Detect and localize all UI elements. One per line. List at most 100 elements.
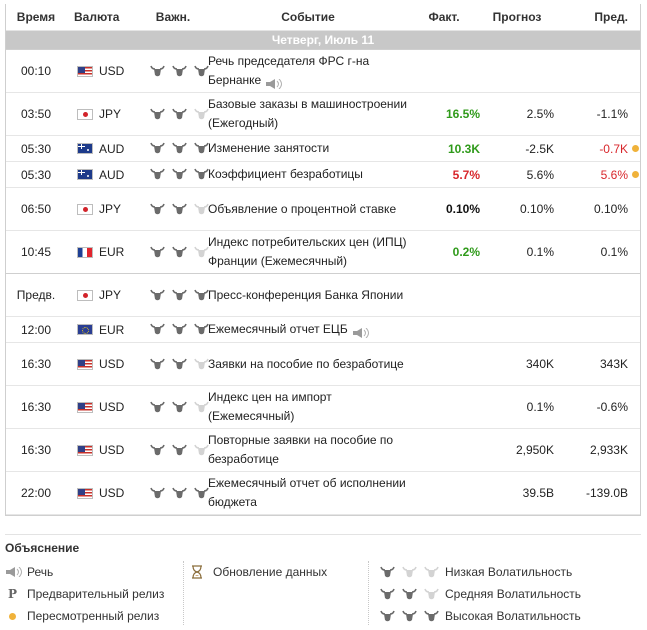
event-title[interactable]: Ежемесячный отчет об исполнении бюджета xyxy=(208,476,406,509)
bull-icon-inactive xyxy=(194,203,209,216)
currency-code: JPY xyxy=(99,288,122,302)
table-row[interactable]: 03:50 JPY Базовые заказы в машиностроении … xyxy=(6,93,640,136)
event-previous: 5.6% xyxy=(600,167,628,182)
event-title-cell: Индекс цен на импорт (Ежемесячный) xyxy=(208,388,408,426)
col-time-header[interactable]: Время xyxy=(16,10,56,24)
event-importance xyxy=(138,246,209,259)
legend-title: Объяснение xyxy=(5,541,80,555)
event-importance xyxy=(138,323,209,336)
bull-icon-active xyxy=(150,203,165,216)
col-importance-header[interactable]: Важн. xyxy=(155,10,191,24)
bull-icon-active xyxy=(150,246,165,259)
bull-icon-inactive xyxy=(194,108,209,121)
currency-code: EUR xyxy=(99,322,125,337)
bull-icon-active xyxy=(172,289,187,302)
event-currency: EUR xyxy=(66,323,138,337)
event-title[interactable]: Объявление о процентной ставке xyxy=(208,201,397,216)
event-currency: USD xyxy=(66,486,138,500)
event-forecast: 5.6% xyxy=(526,167,554,182)
event-forecast: 340K xyxy=(525,357,554,371)
table-row[interactable]: 06:50 JPY Объявление о процентной ставке 0.… xyxy=(6,188,640,231)
table-row[interactable]: 05:30 AUD Коэффициент безработицы 5.7% 5.6% 5… xyxy=(6,162,640,188)
currency-code: USD xyxy=(99,64,125,78)
currency-code: USD xyxy=(99,486,125,500)
high-volatility-bulls-icon xyxy=(380,610,445,623)
flag-us-icon xyxy=(77,444,93,456)
legend-revised: Пересмотренный релиз xyxy=(5,605,164,627)
currency-code: USD xyxy=(99,443,125,457)
bull-icon-inactive xyxy=(194,246,209,259)
col-actual-header[interactable]: Факт. xyxy=(428,10,460,24)
table-row[interactable]: 22:00 USD Ежемесячный отчет об исполнении … xyxy=(6,472,640,515)
event-title[interactable]: Пресс-конференция Банка Японии xyxy=(208,287,404,302)
event-title-cell: Изменение занятости xyxy=(208,139,408,158)
event-title[interactable]: Повторные заявки на пособие по безработи… xyxy=(208,433,394,466)
economic-calendar-table: Время Валюта Важн. Событие Факт. Прогноз… xyxy=(5,4,641,516)
table-row[interactable]: 16:30 USD Повторные заявки на пособие по б… xyxy=(6,429,640,472)
event-title[interactable]: Заявки на пособие по безработице xyxy=(208,356,404,371)
event-previous: 2,933K xyxy=(589,443,628,457)
legend-preliminary-label: Предварительный релиз xyxy=(27,587,165,601)
low-volatility-bulls-icon xyxy=(380,566,445,579)
currency-code: JPY xyxy=(99,107,122,121)
event-currency: USD xyxy=(66,357,138,371)
currency-code: USD xyxy=(99,357,125,371)
flag-au-icon xyxy=(77,169,93,180)
event-title[interactable]: Индекс цен на импорт (Ежемесячный) xyxy=(208,390,332,423)
event-time: 05:30 xyxy=(20,141,52,156)
event-title-cell: Коэффициент безработицы xyxy=(208,165,408,184)
event-previous: -1.1% xyxy=(596,107,628,121)
bull-icon-active xyxy=(172,246,187,259)
event-title[interactable]: Индекс потребительских цен (ИПЦ) Франции… xyxy=(208,235,407,268)
event-previous: -0.7K xyxy=(599,141,628,156)
event-title[interactable]: Изменение занятости xyxy=(208,141,330,155)
table-row[interactable]: 16:30 USD Заявки на пособие по безработице… xyxy=(6,343,640,386)
bull-icon-active xyxy=(380,566,395,579)
event-title[interactable]: Базовые заказы в машиностроении (Ежегодн… xyxy=(208,97,407,130)
event-currency: USD xyxy=(66,64,138,78)
legend: Объяснение Речь P Предварительный релиз … xyxy=(5,534,641,630)
col-previous-header[interactable]: Пред. xyxy=(594,10,628,24)
col-forecast-header[interactable]: Прогноз xyxy=(492,10,542,24)
col-currency-header[interactable]: Валюта xyxy=(74,10,120,24)
table-row[interactable]: 10:45 EUR Индекс потребительских цен (ИПЦ)… xyxy=(6,231,640,274)
bull-icon-active xyxy=(172,323,187,336)
table-row[interactable]: Предв. JPY Пресс-конференция Банка Японии xyxy=(6,274,640,317)
event-title[interactable]: Речь председателя ФРС г-на Бернанке xyxy=(208,54,370,87)
col-event-header[interactable]: Событие xyxy=(281,9,335,24)
bull-icon-active xyxy=(172,444,187,457)
revised-dot-icon[interactable] xyxy=(631,145,639,152)
event-title-cell: Речь председателя ФРС г-на Бернанке xyxy=(208,52,408,90)
event-title-cell: Индекс потребительских цен (ИПЦ) Франции… xyxy=(208,233,408,271)
bull-icon-active xyxy=(194,168,209,181)
bull-icon-active xyxy=(194,289,209,302)
event-time: 03:50 xyxy=(20,107,52,121)
speech-icon xyxy=(265,76,283,90)
bull-icon-active xyxy=(150,289,165,302)
bull-icon-active xyxy=(172,108,187,121)
table-row[interactable]: 12:00 EUR Ежемесячный отчет ЕЦБ xyxy=(6,317,640,343)
legend-speech: Речь xyxy=(5,561,164,583)
bull-icon-active xyxy=(402,610,417,623)
table-row[interactable]: 00:10 USD Речь председателя ФРС г-на Берна… xyxy=(6,50,640,93)
bull-icon-active xyxy=(150,168,165,181)
legend-high-volatility: Высокая Волатильность xyxy=(380,605,581,627)
table-header: Время Валюта Важн. Событие Факт. Прогноз… xyxy=(6,4,640,31)
event-title[interactable]: Ежемесячный отчет ЕЦБ xyxy=(208,322,348,336)
flag-eu-icon xyxy=(77,324,93,335)
bull-icon-inactive xyxy=(194,358,209,371)
event-currency: USD xyxy=(66,400,138,414)
legend-speech-label: Речь xyxy=(27,565,54,579)
event-time: 05:30 xyxy=(20,167,52,182)
flag-jp-icon xyxy=(77,289,93,301)
event-currency: JPY xyxy=(66,288,138,302)
event-actual: 5.7% xyxy=(452,167,480,182)
table-row[interactable]: 05:30 AUD Изменение занятости 10.3K -2.5K -0.… xyxy=(6,136,640,162)
event-title[interactable]: Коэффициент безработицы xyxy=(208,167,363,181)
legend-preliminary: P Предварительный релиз xyxy=(5,583,164,605)
table-row[interactable]: 16:30 USD Индекс цен на импорт (Ежемесячны… xyxy=(6,386,640,429)
bull-icon-active xyxy=(194,65,209,78)
event-time: 06:50 xyxy=(20,202,52,216)
event-title-cell: Пресс-конференция Банка Японии xyxy=(208,286,408,305)
revised-dot-icon[interactable] xyxy=(631,171,639,178)
